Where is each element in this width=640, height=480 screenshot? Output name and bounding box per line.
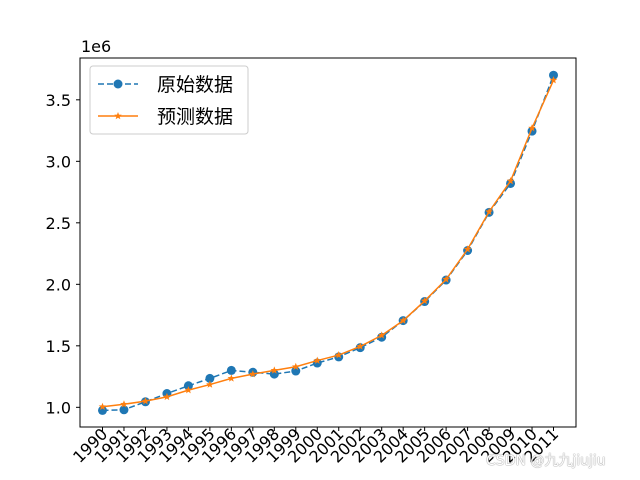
- legend: 原始数据 预测数据: [89, 65, 249, 135]
- legend-label-original: 原始数据: [157, 74, 233, 96]
- data-point-predicted: [399, 316, 407, 324]
- data-point-predicted: [249, 370, 257, 378]
- data-point-predicted: [334, 351, 343, 359]
- series-layer: [98, 70, 558, 415]
- data-point-original: [205, 373, 215, 383]
- data-point-predicted: [442, 275, 450, 283]
- data-point-original: [291, 366, 301, 376]
- legend-marker-original: [113, 79, 123, 89]
- y-tick-label: 3.0: [46, 152, 71, 171]
- y-tick-label: 2.0: [46, 275, 71, 294]
- data-point-original: [98, 405, 107, 415]
- data-point-original: [506, 178, 516, 188]
- data-point-predicted: [528, 124, 536, 132]
- legend-box: [89, 65, 249, 135]
- series-line-1: [102, 79, 555, 408]
- data-point-predicted: [270, 366, 279, 374]
- data-point-predicted: [485, 207, 493, 215]
- legend-marker-predicted: [114, 112, 122, 120]
- y-tick-label: 1.0: [46, 398, 71, 417]
- data-point-predicted: [184, 386, 193, 394]
- data-point-predicted: [98, 402, 107, 410]
- data-point-predicted: [120, 400, 128, 408]
- y-tick-label: 2.5: [46, 214, 71, 233]
- y-tick-label: 1.5: [46, 337, 71, 356]
- legend-label-predicted: 预测数据: [157, 106, 233, 128]
- data-point-predicted: [356, 342, 365, 350]
- data-point-predicted: [313, 356, 322, 364]
- data-point-predicted: [227, 374, 236, 382]
- y-tick-label: 3.5: [46, 91, 71, 110]
- data-point-predicted: [506, 177, 515, 185]
- data-point-predicted: [377, 331, 386, 339]
- data-point-predicted: [206, 380, 214, 388]
- data-point-predicted: [163, 392, 171, 401]
- y-scale-label: 1e6: [81, 37, 111, 56]
- data-point-predicted: [549, 76, 558, 84]
- plot-frame: [79, 57, 577, 428]
- data-point-original: [549, 70, 558, 80]
- data-point-predicted: [291, 362, 300, 370]
- data-point-predicted: [420, 296, 429, 305]
- data-point-original: [269, 369, 279, 379]
- watermark: CSDN @九九jiujiu: [486, 453, 606, 469]
- data-point-original: [183, 381, 193, 391]
- data-point-predicted: [141, 397, 150, 405]
- data-point-predicted: [463, 245, 472, 253]
- data-point-original: [119, 405, 129, 415]
- data-point-original: [226, 365, 236, 375]
